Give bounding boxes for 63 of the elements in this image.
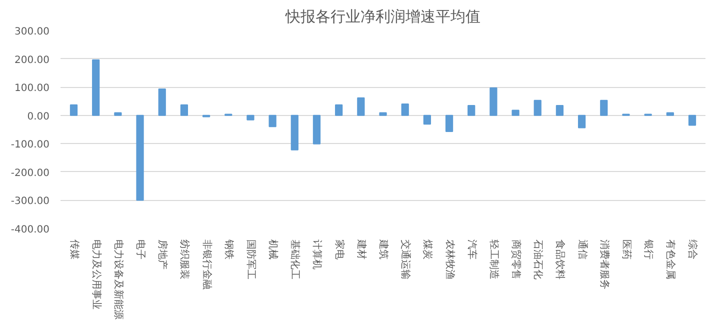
x-tick-label: 交通运输 [400,240,412,280]
x-tick-label: 钢铁 [222,238,235,260]
x-tick-label: 石油石化 [532,240,544,280]
bar [246,114,254,120]
bar [136,114,144,201]
x-tick-label: 有色金属 [664,240,677,280]
chart-title: 快报各行业净利润增速平均值 [284,8,480,26]
y-tick-label: -300.00 [10,196,50,208]
x-tick-label: 非银行金融 [200,240,213,290]
x-tick-label: 机械 [267,240,280,260]
x-tick-label: 消费者服务 [598,240,610,290]
x-tick-label: 建筑 [378,238,390,260]
x-tick-label: 房地产 [156,240,169,270]
x-tick-label: 商贸零售 [510,240,522,280]
bar [468,104,476,116]
bar [92,59,100,116]
y-tick-label: -200.00 [10,168,50,179]
y-tick-label: -100.00 [10,140,50,151]
bar [268,114,276,128]
y-tick-label: 300.00 [14,26,50,38]
x-tick-label: 电子 [134,240,147,260]
bar [357,97,365,116]
y-tick-label: 0.00 [27,111,50,122]
x-tick-label: 轻工制造 [488,240,500,280]
x-tick-label: 电力及公用事业 [90,240,102,310]
bar [335,104,343,116]
x-tick-label: 家电 [333,240,346,260]
y-tick-label: 200.00 [14,54,50,66]
bar [290,114,298,150]
x-tick-label: 综合 [686,240,699,260]
bar [114,112,122,116]
x-tick-label: 银行 [642,238,654,260]
bar [445,114,454,132]
x-tick-label: 计算机 [311,240,324,270]
y-tick-label: -400.00 [10,224,50,236]
x-tick-label: 纺织服装 [178,240,191,280]
x-tick-label: 国防军工 [244,240,257,280]
x-tick-label: 建材 [355,238,368,260]
x-tick-label: 煤炭 [422,240,434,260]
bar [379,112,387,116]
bar [158,88,166,116]
x-tick-label: 农林牧渔 [444,240,456,280]
bar [70,104,78,116]
bar [578,114,586,128]
bar [401,104,409,116]
x-tick-label: 电力设备及新能源 [112,240,124,320]
bar [512,110,520,116]
y-tick-label: 100.00 [14,83,50,94]
x-tick-label: 汽车 [466,240,478,260]
bar [312,114,321,144]
bar [688,114,696,126]
x-tick-label: 医药 [620,240,632,260]
x-tick-label: 食品饮料 [554,240,566,280]
x-tick-label: 传媒 [68,240,80,260]
x-tick-label: 基础化工 [289,240,302,280]
bar [600,100,608,116]
bar [666,112,674,116]
bar [556,104,564,116]
bar [180,104,188,116]
bar [534,100,542,116]
x-tick-label: 通信 [576,240,588,260]
bar [490,87,498,116]
bar [423,114,431,125]
